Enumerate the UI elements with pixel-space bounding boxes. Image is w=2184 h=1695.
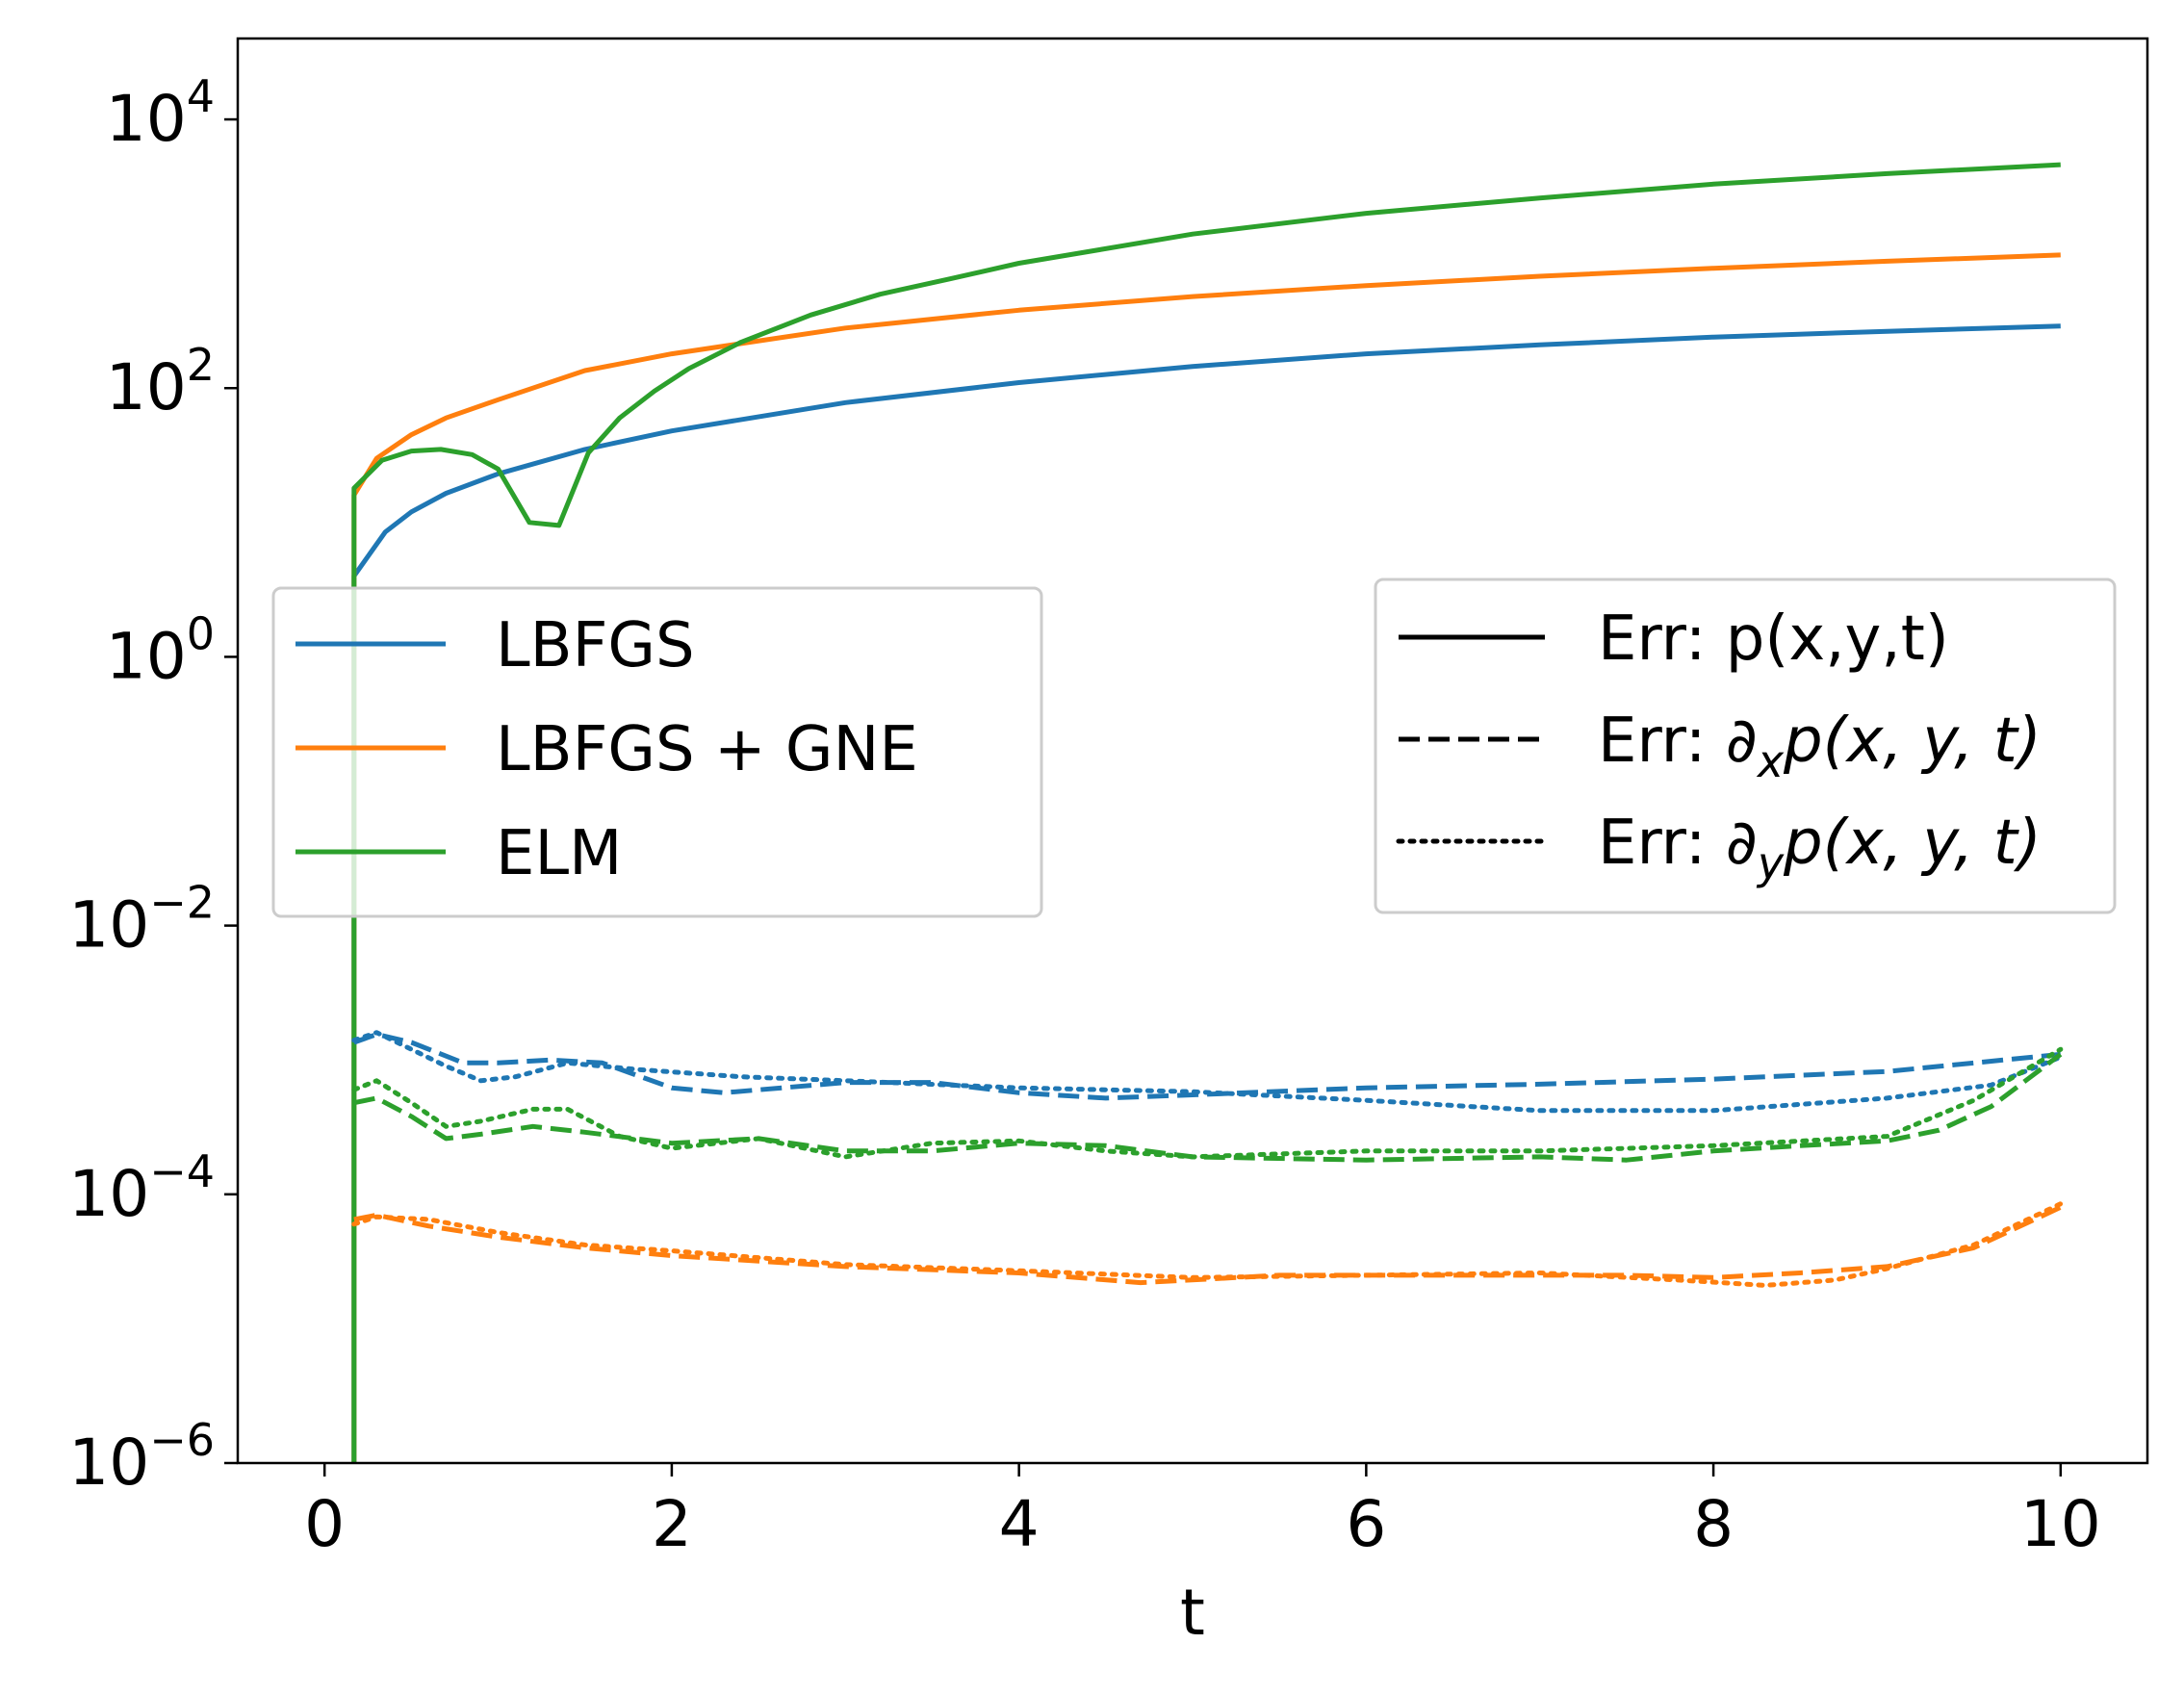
legend-methods-frame — [271, 586, 1043, 918]
y-tick-base: 10 — [106, 619, 187, 693]
y-tick-label: 10−6 — [68, 1414, 215, 1500]
series-elm-dx — [353, 1052, 2063, 1163]
x-tick-label: 6 — [1346, 1487, 1386, 1561]
y-tick-exponent: −2 — [149, 877, 215, 929]
y-tick-label: 102 — [106, 339, 215, 424]
legend-label: Err: ∂yp(x, y, t) — [1598, 808, 2042, 889]
legend-methods: LBFGS LBFGS + GNE ELM — [271, 586, 1043, 918]
y-tick-label: 100 — [106, 607, 215, 693]
x-tick-label: 10 — [2020, 1487, 2101, 1561]
x-tick-label: 0 — [304, 1487, 345, 1561]
y-tick-exponent: −6 — [149, 1414, 215, 1466]
series-layer — [351, 162, 2064, 1463]
y-tick-exponent: 4 — [187, 70, 215, 122]
legend-quantities: Err: p(x,y,t)Err: ∂xp(x, y, t)Err: ∂yp(x… — [1374, 578, 2117, 914]
series-elm-dy — [351, 1046, 2064, 1160]
legend-label-part: p(x, y, t) — [1783, 808, 2042, 879]
y-tick-label: 10−2 — [68, 877, 215, 963]
legend-label: ELM — [496, 818, 622, 889]
y-tick-base: 10 — [68, 888, 149, 963]
series-lbfgs-gne-p — [351, 252, 2061, 1463]
y-tick-base: 10 — [68, 1425, 149, 1500]
x-tick-label: 8 — [1693, 1487, 1734, 1561]
legend-label-part: y — [1756, 837, 1785, 889]
series-lbfgs-dy — [351, 1030, 2064, 1114]
series-elm-p — [351, 162, 2061, 1463]
x-axis-label: t — [1180, 1576, 1205, 1650]
y-tick-label: 104 — [106, 70, 215, 156]
legend-label: Err: p(x,y,t) — [1598, 604, 1949, 675]
legend-label-part: Err: ∂ — [1598, 808, 1758, 879]
legend-label: LBFGS — [496, 610, 695, 681]
y-tick-exponent: −4 — [149, 1145, 215, 1197]
legend-label: LBFGS + GNE — [496, 714, 918, 785]
series-lbfgs-gne-dy — [351, 1201, 2064, 1288]
legend-quantities-frame — [1374, 578, 2117, 914]
y-tick-base: 10 — [106, 350, 187, 424]
legend-label: Err: ∂xp(x, y, t) — [1598, 706, 2042, 787]
y-tick-label: 10−4 — [68, 1145, 215, 1231]
y-tick-exponent: 0 — [187, 607, 215, 659]
legend-label-part: p(x, y, t) — [1783, 706, 2042, 777]
legend-label-part: Err: ∂ — [1598, 706, 1758, 777]
legend-label-part: x — [1756, 735, 1785, 787]
x-tick-label: 2 — [652, 1487, 692, 1561]
plot-frame — [236, 37, 2149, 1465]
x-tick-label: 4 — [999, 1487, 1040, 1561]
y-tick-exponent: 2 — [187, 339, 215, 391]
series-lbfgs-p — [351, 323, 2061, 1463]
legend-label-part: Err: p(x,y,t) — [1598, 604, 1949, 675]
y-tick-base: 10 — [68, 1157, 149, 1231]
series-lbfgs-gne-dx — [353, 1205, 2062, 1286]
series-lbfgs-dx — [352, 1032, 2062, 1101]
y-tick-base: 10 — [106, 82, 187, 156]
